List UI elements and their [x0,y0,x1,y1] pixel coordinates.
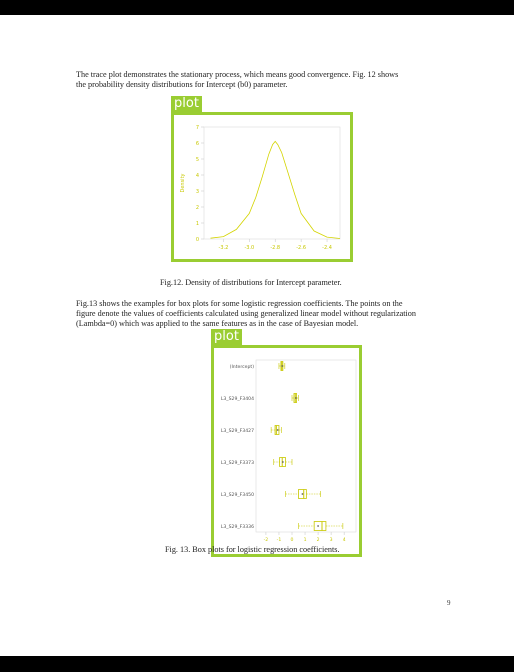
plot-frame [256,360,356,532]
x-tick-label: 1 [304,537,307,543]
paragraph-intro: The trace plot demonstrates the stationa… [76,70,452,90]
figure13-caption: Fig. 13. Box plots for logistic regressi… [165,545,340,554]
category-label: L3_S29_F3450 [221,492,254,498]
glm-point [317,525,319,527]
paragraph-line: The trace plot demonstrates the stationa… [76,70,452,80]
x-tick-label: -1 [277,537,282,543]
x-tick-label: -3.2 [219,245,229,251]
plot-detection-box: (Intercept) L3_S29_F3404 L3_S29_F3427 L3_S2… [211,345,362,557]
x-tick-label: -3.0 [244,245,254,251]
category-label: L3_S29_F3404 [221,396,254,402]
x-tick-label: -2.6 [296,245,306,251]
x-tick-label: 2 [317,537,320,543]
x-tick-label: -2.4 [322,245,332,251]
density-chart: -3.2 -3.0 -2.8 -2.6 -2.4 0 1 2 3 4 5 6 7 Density [174,115,350,259]
density-curve [211,141,341,238]
page-number: 9 [447,599,451,607]
document-page: The trace plot demonstrates the stationa… [0,15,514,656]
box [314,522,326,531]
glm-point [281,365,283,367]
y-tick-label: 2 [196,205,199,211]
y-tick-label: 6 [196,141,199,147]
paragraph-line: (Lambda=0) which was applied to the same… [76,319,452,329]
paragraph-boxplots: Fig.13 shows the examples for box plots … [76,299,452,329]
x-tick-label: 3 [330,537,333,543]
glm-point [302,493,304,495]
plot-detection-label: plot [171,96,202,112]
plot-frame [204,127,340,239]
y-axis-label: Density [180,173,186,192]
category-label: L3_S29_F3373 [221,460,254,466]
category-label: L3_S29_F3427 [221,428,254,434]
paragraph-line: Fig.13 shows the examples for box plots … [76,299,452,309]
glm-point [295,397,297,399]
x-tick-label: 0 [291,537,294,543]
paragraph-line: the probability density distributions fo… [76,80,452,90]
glm-point [277,429,279,431]
y-tick-label: 0 [196,237,199,243]
category-label: (Intercept) [230,364,255,370]
plot-detection-box: -3.2 -3.0 -2.8 -2.6 -2.4 0 1 2 3 4 5 6 7 Density [171,112,353,262]
paragraph-line: figure denote the values of coefficients… [76,309,452,319]
y-tick-label: 7 [196,125,199,131]
y-tick-label: 1 [196,221,199,227]
figure12-caption: Fig.12. Density of distributions for Int… [160,278,342,287]
glm-point [282,461,284,463]
plot-detection-label: plot [211,329,242,345]
y-tick-label: 4 [196,173,199,179]
x-tick-label: -2.8 [270,245,280,251]
y-tick-label: 5 [196,157,199,163]
x-tick-label: 4 [343,537,346,543]
category-label: L3_S29_F3336 [221,524,254,530]
y-tick-label: 3 [196,189,199,195]
boxplot-chart: (Intercept) L3_S29_F3404 L3_S29_F3427 L3_S2… [214,348,359,554]
x-tick-label: -2 [264,537,269,543]
